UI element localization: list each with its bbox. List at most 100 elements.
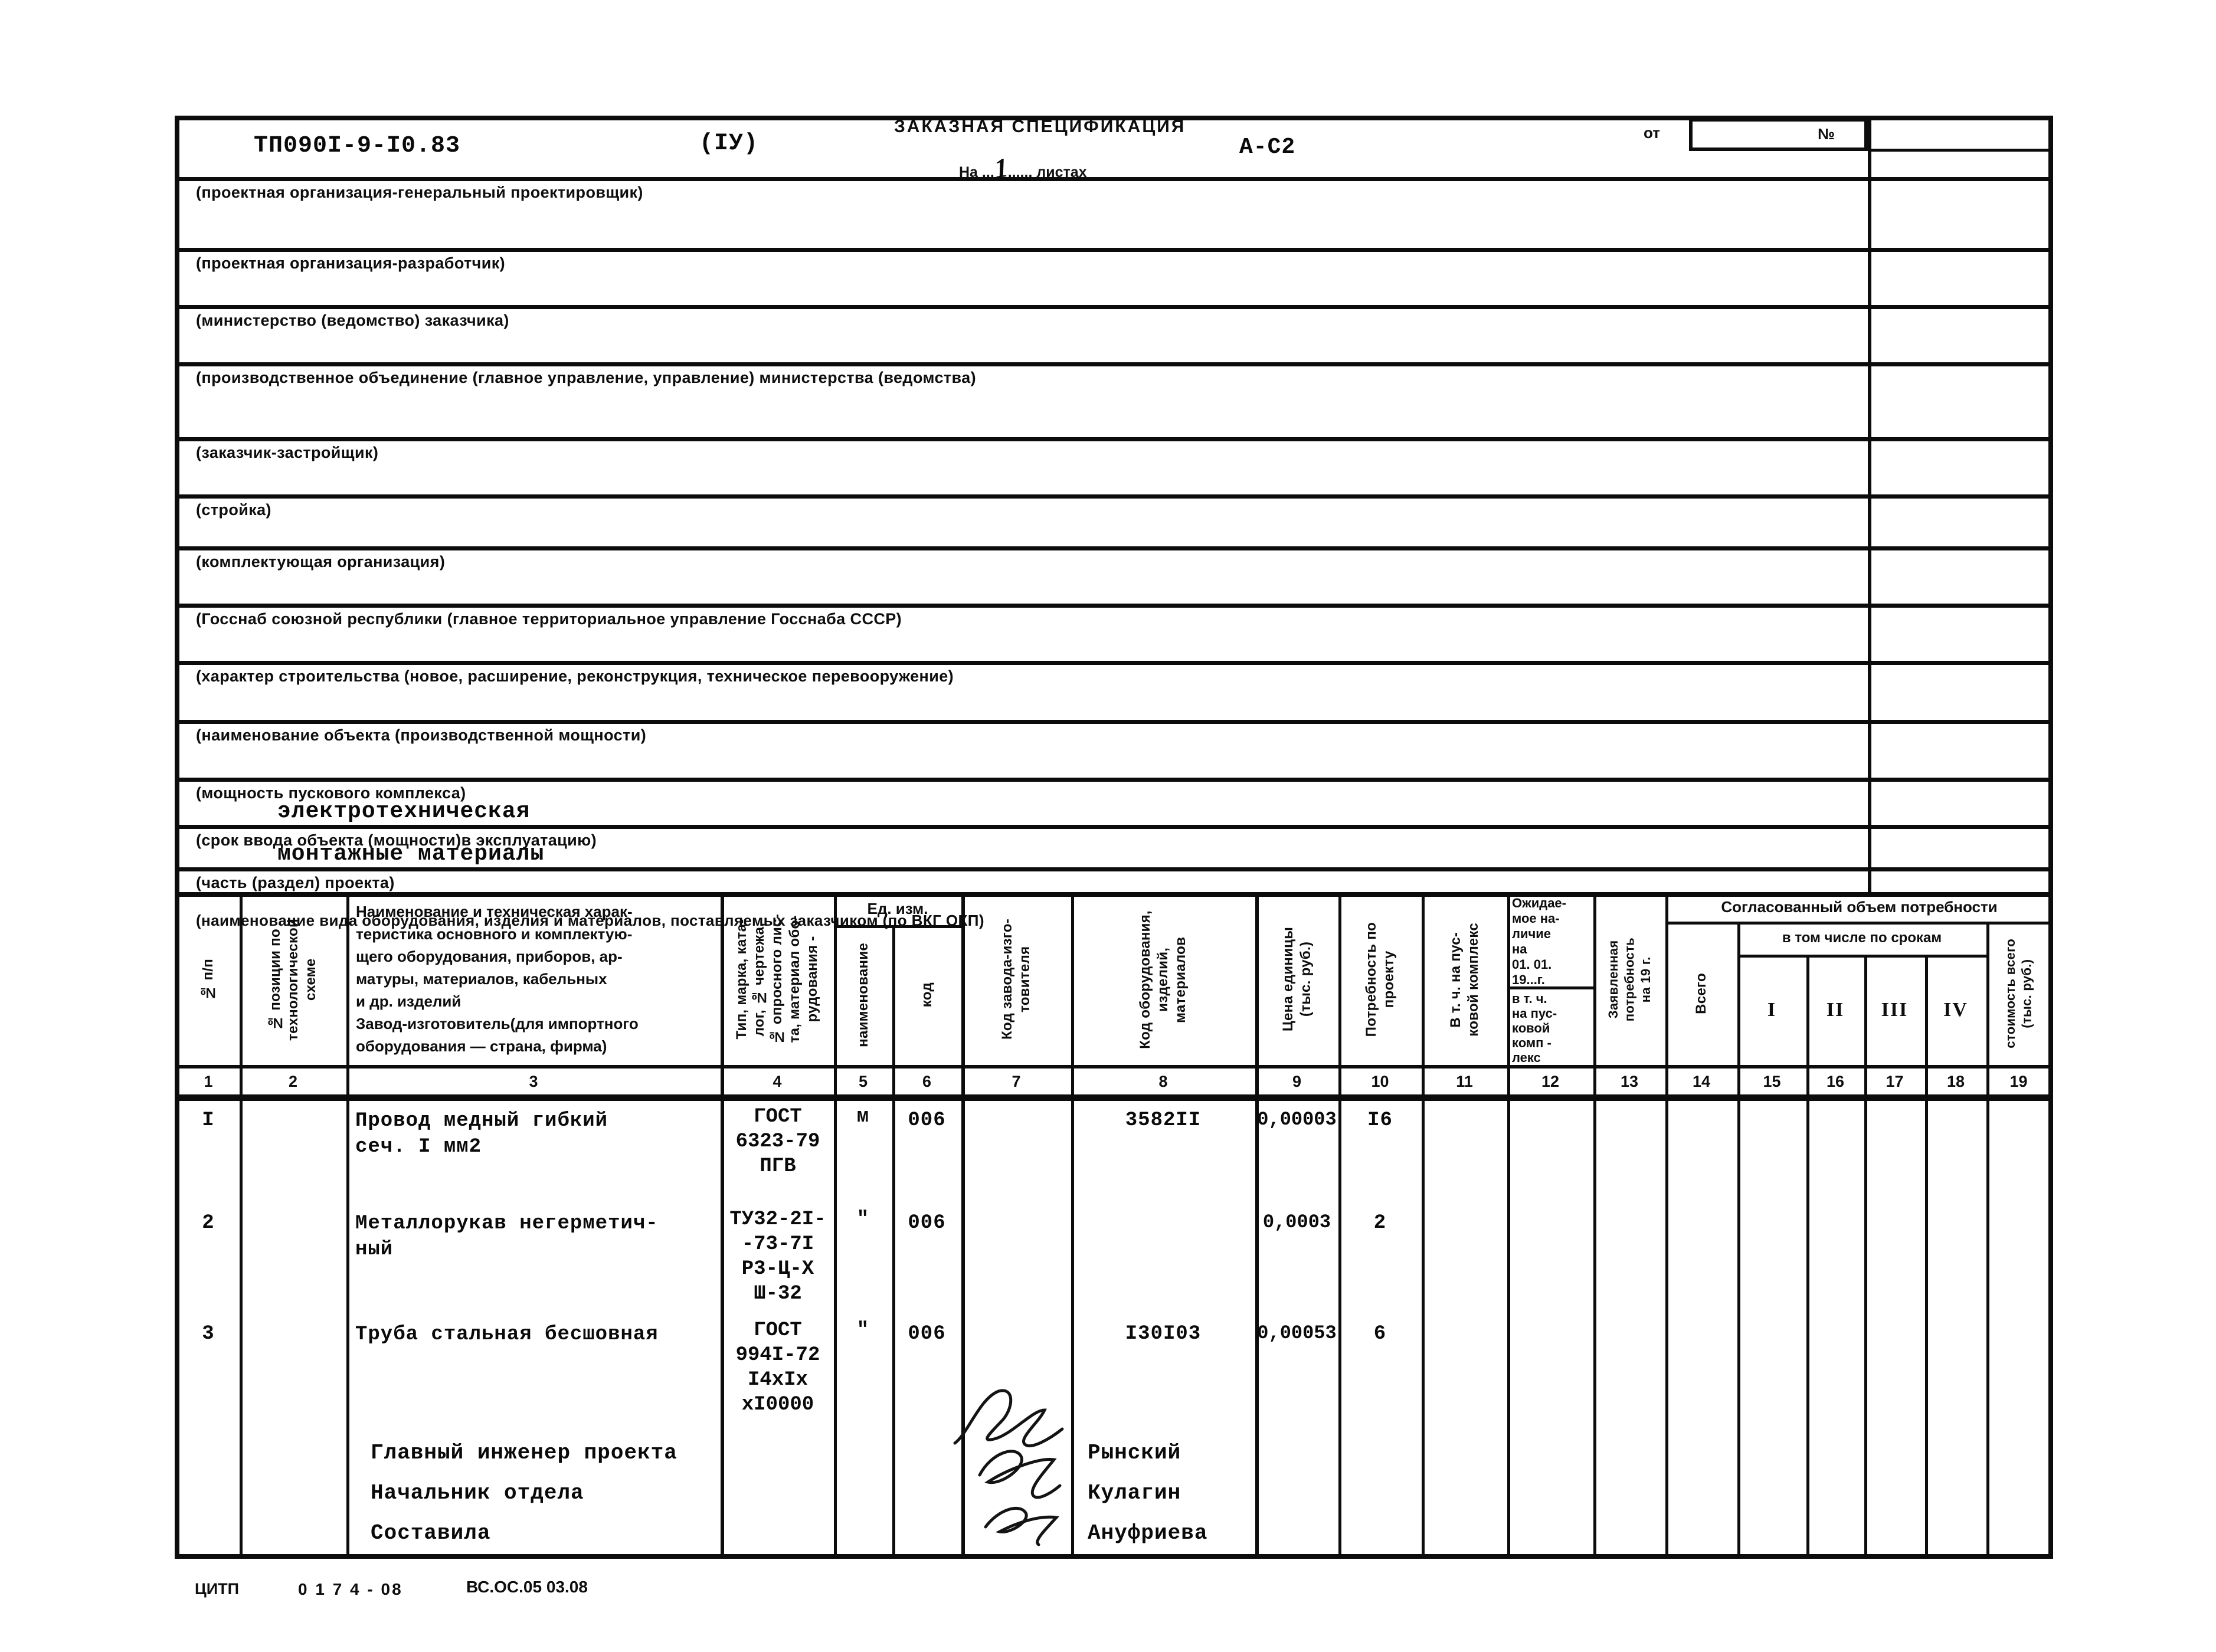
grid-line xyxy=(834,892,837,1556)
col-number-2: 2 xyxy=(288,1072,298,1090)
col-header-14: Всего xyxy=(1665,922,1737,1065)
col-header-8-label: Код оборудования, изделий, материалов xyxy=(1137,910,1189,1049)
form-row-label-1: (проектная организация-генеральный проек… xyxy=(196,183,643,201)
form-row-label-4: (производственное объединение (главное у… xyxy=(196,369,977,386)
by-terms-group-label: в том числе по срокам xyxy=(1782,930,1942,946)
right-column-divider xyxy=(1868,118,1871,894)
doc-title: ЗАКАЗНАЯ СПЕЦИФИКАЦИЯ xyxy=(894,117,1186,136)
col-header-2-label: № позиции по технологической схеме xyxy=(267,918,319,1041)
col-number-10: 10 xyxy=(1371,1072,1389,1090)
form-value-project-part: электротехническая xyxy=(277,799,531,824)
col-header-15: I xyxy=(1737,955,1806,1065)
col-header-4-label: Тип, марка, ката- лог, № чертежа, № опро… xyxy=(734,914,820,1045)
grid-line xyxy=(1868,149,2053,152)
form-row-label-3: (министерство (ведомство) заказчика) xyxy=(196,312,509,329)
doc-number: ТП090I-9-I0.83 xyxy=(254,133,461,159)
grid-line xyxy=(1507,892,1510,1556)
col-header-16-label: II xyxy=(1826,998,1845,1021)
row-2-unit-code: 006 xyxy=(908,1212,946,1234)
sheets-dots-left: ... xyxy=(981,164,994,181)
grid-line xyxy=(177,362,2053,366)
row-2-qty: 2 xyxy=(1373,1212,1387,1234)
grid-line xyxy=(834,925,961,928)
unit-group-header: Ед. изм. xyxy=(834,892,961,925)
agreed-group-header: Согласованный объем потребности xyxy=(1665,892,2053,922)
row-3-qty: 6 xyxy=(1373,1323,1387,1345)
col-header-16: II xyxy=(1806,955,1864,1065)
col-header-17: III xyxy=(1864,955,1925,1065)
grid-line xyxy=(1806,955,1809,1556)
grid-line xyxy=(177,867,2053,871)
col-header-18-label: IV xyxy=(1943,998,1968,1021)
grid-line xyxy=(1338,892,1341,1556)
footer-form-code: 0 1 7 4 - 08 xyxy=(298,1580,403,1598)
col-number-11: 11 xyxy=(1456,1072,1473,1090)
signature-role-3: Составила xyxy=(371,1521,491,1545)
row-1-qty: I6 xyxy=(1367,1109,1393,1132)
col-header-1-label: № п/п xyxy=(200,958,216,1001)
agreed-group-label: Согласованный объем потребности xyxy=(1721,897,1998,916)
document-outer-border xyxy=(175,116,2053,1559)
grid-line xyxy=(1925,955,1928,1556)
footer-doc-code: ВС.ОС.05 03.08 xyxy=(466,1578,588,1596)
col-header-2: № позиции по технологической схеме xyxy=(240,894,346,1065)
form-row-label-12: (срок ввода объекта (мощности)в эксплуат… xyxy=(196,831,597,849)
row-2-price: 0,0003 xyxy=(1262,1211,1331,1233)
col-header-14-label: Всего xyxy=(1693,972,1709,1014)
grid-line xyxy=(177,604,2053,608)
col-header-5: наименование xyxy=(834,925,892,1065)
row-1-name: Провод медный гибкий сеч. I мм2 xyxy=(355,1110,608,1158)
col-number-12: 12 xyxy=(1541,1072,1560,1090)
grid-line xyxy=(961,892,965,1556)
row-2-num: 2 xyxy=(202,1212,215,1234)
col-header-4: Тип, марка, ката- лог, № чертежа, № опро… xyxy=(721,894,834,1065)
row-1-price: 0,00003 xyxy=(1257,1109,1337,1130)
grid-line xyxy=(1593,892,1596,1556)
col-header-19: стоимость всего (тыс. руб.) xyxy=(1986,922,2051,1065)
row-1-type-mark: ГОСТ 6323-79 ПГВ xyxy=(735,1106,820,1178)
col-number-4: 4 xyxy=(773,1072,782,1090)
row-3-unit-code: 006 xyxy=(908,1323,946,1345)
unit-group-label: Ед. изм. xyxy=(867,899,928,917)
grid-line xyxy=(177,546,2053,550)
grid-line xyxy=(1255,892,1259,1556)
col-header-12-bottom-label: в т. ч. на пус- ковой комп - лекс xyxy=(1512,991,1557,1065)
by-terms-group-header: в том числе по срокам xyxy=(1737,922,1986,955)
col-header-1: № п/п xyxy=(177,894,240,1065)
col-header-5-label: наименование xyxy=(855,943,871,1047)
doc-code: А-С2 xyxy=(1239,135,1296,160)
row-2-unit: ″ xyxy=(856,1208,870,1231)
numbering-bottom-line xyxy=(177,1094,2053,1101)
number-box xyxy=(1689,118,1868,151)
grid-line xyxy=(1864,955,1867,1556)
grid-line xyxy=(892,925,895,1556)
col-header-13-label: Заявленная потребность на 19 г. xyxy=(1605,937,1653,1022)
form-row-label-10: (наименование объекта (производственной … xyxy=(196,726,647,744)
row-3-name: Труба стальная бесшовная xyxy=(355,1323,659,1346)
row-3-price: 0,00053 xyxy=(1257,1322,1337,1344)
col-number-7: 7 xyxy=(1012,1072,1021,1090)
grid-line xyxy=(1422,892,1425,1556)
row-1-unit: м xyxy=(856,1106,870,1128)
grid-line xyxy=(177,825,2053,829)
col-number-3: 3 xyxy=(529,1072,538,1090)
row-1-num: I xyxy=(202,1109,215,1132)
col-header-19-label: стоимость всего (тыс. руб.) xyxy=(2003,938,2034,1048)
signature-role-2: Начальник отдела xyxy=(371,1481,584,1505)
col-header-17-label: III xyxy=(1881,998,1909,1021)
signature-name-1: Рынский xyxy=(1088,1441,1181,1465)
col-header-9-label: Цена единицы (тыс. руб.) xyxy=(1279,927,1314,1032)
table-top-border xyxy=(177,892,2053,897)
row-3-unit: ″ xyxy=(856,1319,870,1342)
signature-role-1: Главный инженер проекта xyxy=(371,1441,677,1465)
col-header-10: Потребность по проекту xyxy=(1338,894,1422,1065)
form-row-label-7: (комплектующая организация) xyxy=(196,553,446,571)
grid-line xyxy=(1665,892,1668,1556)
grid-line xyxy=(177,437,2053,441)
form-value-equipment-kind: монтажные материалы xyxy=(277,841,545,867)
col-number-13: 13 xyxy=(1620,1072,1639,1090)
col-number-16: 16 xyxy=(1826,1072,1845,1090)
part-mark: (IУ) xyxy=(699,130,759,157)
col-header-6-label: код xyxy=(918,982,935,1008)
